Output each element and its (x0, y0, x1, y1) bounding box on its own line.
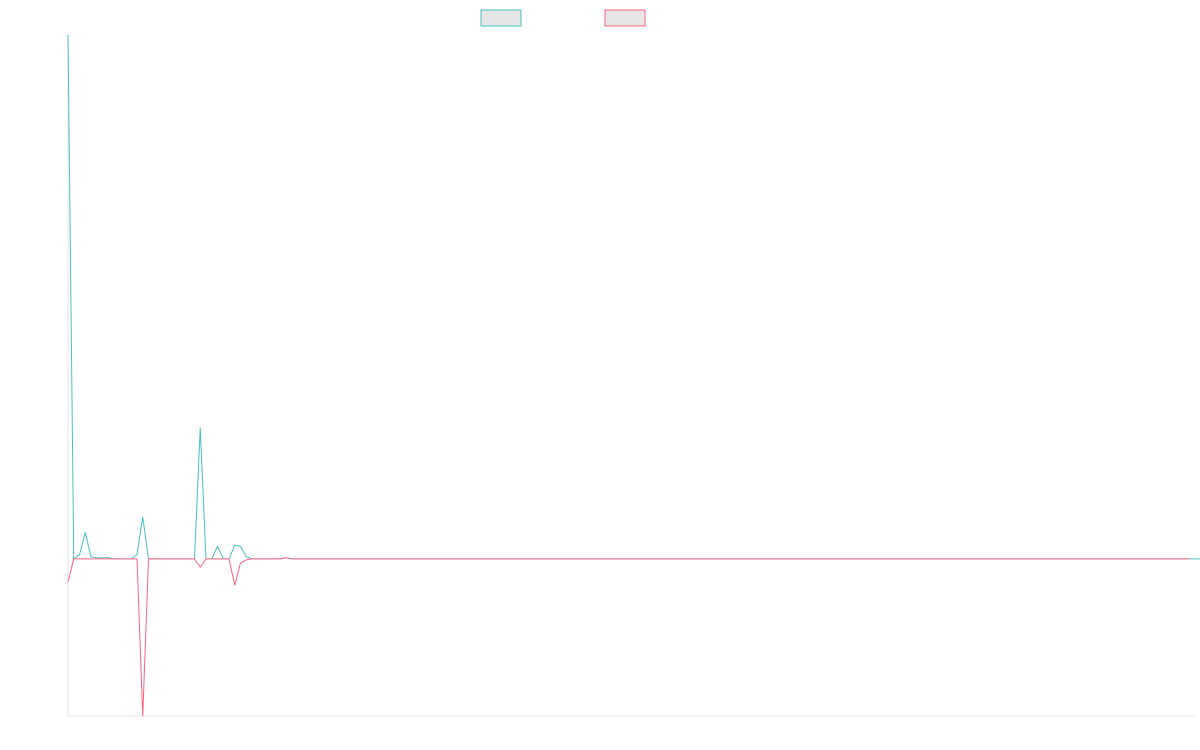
series-layer (67, 34, 1200, 717)
series-line-2 (67, 557, 1190, 717)
legend-swatch-2 (604, 9, 646, 27)
legend-item-2[interactable] (604, 9, 646, 27)
legend (480, 9, 646, 27)
series-line-1 (67, 34, 1200, 560)
legend-swatch-1 (480, 9, 522, 27)
axes (67, 35, 1195, 717)
legend-item-1[interactable] (480, 9, 522, 27)
